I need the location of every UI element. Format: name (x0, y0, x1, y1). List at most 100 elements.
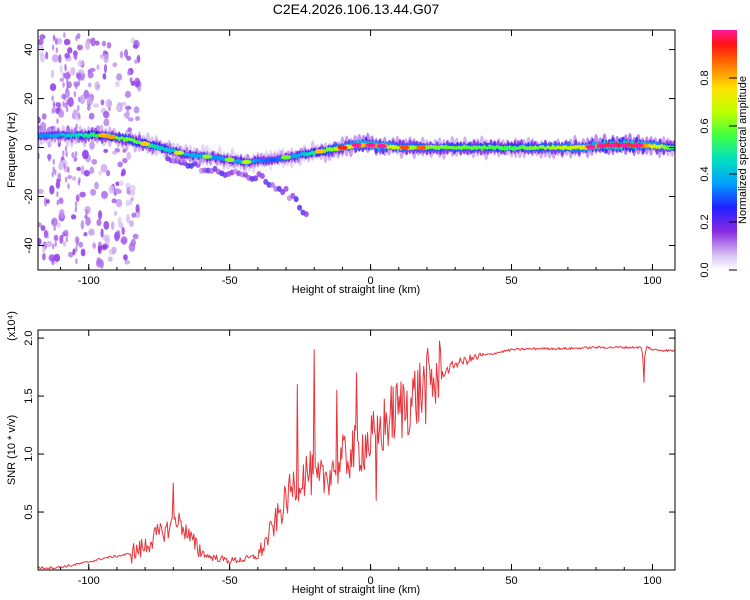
spectrogram-branch-blob (270, 182, 276, 189)
spectrogram-ridge-core (302, 151, 306, 157)
spectrogram-ridge-core (548, 146, 552, 151)
spectrogram-noise-blob (115, 198, 123, 208)
spectrogram-ridge-core (490, 145, 494, 150)
spectrogram-streak-blob (52, 102, 56, 109)
spectrogram-ridge-core (630, 143, 634, 149)
colorbar: 0.0 0.2 0.4 0.6 0.8 Normalized spectral ampl… (699, 30, 749, 278)
spectrogram-streak-blob (56, 191, 59, 198)
spectrogram-noise-blob (75, 194, 80, 202)
spectrogram-ridge-core (292, 153, 296, 159)
spectrogram-noise-blob (117, 216, 122, 227)
spectrogram-noise-blob (100, 163, 108, 173)
spectrogram-noise-blob (38, 38, 44, 46)
spectrogram-ridge-core (442, 145, 446, 150)
spectrogram-ridge-core (361, 142, 365, 148)
colorbar-tick-label: 0.2 (699, 214, 711, 229)
spectrogram-noise-blob (91, 158, 98, 165)
spectrogram-noise-blob (131, 212, 137, 218)
spectrogram-noise-blob (55, 180, 61, 189)
spectrogram-ridge-core (183, 152, 187, 156)
spectrogram-ridge-core (221, 156, 225, 161)
spectrogram-ridge-core (389, 144, 393, 149)
spectrogram-streak-blob (67, 70, 70, 77)
spectrogram-x-tick-label: -100 (78, 275, 100, 287)
spectrogram-ridge-core (508, 145, 512, 151)
spectrogram-noise-blob (70, 214, 77, 220)
spectrogram-noise-blob (124, 260, 131, 265)
spectrogram-streak-blob (66, 82, 69, 89)
spectrogram-noise-blob (112, 62, 118, 68)
spectrogram-ridge-core (120, 136, 124, 140)
snr-background (38, 330, 675, 570)
spectrogram-noise-blob (119, 51, 124, 59)
spectrogram-noise-blob (67, 47, 73, 54)
spectrogram-streak-blob (75, 258, 78, 265)
snr-x-tick-label: 100 (643, 575, 661, 587)
spectrogram-noise-blob (97, 245, 102, 254)
spectrogram-noise-blob (120, 172, 125, 177)
spectrogram-peak (173, 150, 184, 155)
spectrogram-noise-blob (81, 149, 89, 160)
spectrogram-streak-blob (52, 158, 55, 165)
spectrogram-streak-blob (65, 106, 69, 113)
spectrogram-streak-blob (76, 237, 79, 244)
spectrogram-ridge-core (84, 132, 88, 138)
spectrogram-ridge-core (655, 144, 659, 149)
spectrogram-ridge-core (554, 146, 557, 150)
spectrogram-noise-blob (116, 73, 123, 81)
spectrogram-noise-blob (84, 214, 88, 219)
spectrogram-noise-blob (86, 97, 93, 106)
spectrogram-noise-blob (118, 180, 124, 187)
spectrogram-noise-blob (108, 184, 115, 194)
spectrogram-streak-blob (77, 44, 80, 51)
spectrogram-noise-blob (67, 97, 74, 108)
spectrogram-ridge-core (89, 132, 93, 138)
spectrogram-streak-blob (67, 167, 70, 174)
spectrogram-noise-blob (53, 253, 61, 262)
spectrogram-branch-blob (280, 189, 286, 196)
spectrogram-ridge-core (196, 153, 200, 159)
spectrogram-ridge-core (264, 159, 268, 163)
spectrogram-ridge-core (132, 138, 136, 144)
spectrogram-noise-blob (125, 109, 130, 120)
spectrogram-noise-blob (98, 210, 103, 220)
spectrogram-noise-blob (111, 198, 117, 204)
spectrogram-noise-blob (100, 228, 104, 238)
spectrogram-noise-blob (90, 188, 97, 196)
spectrogram-ridge-core (521, 144, 524, 150)
spectrogram-noise-blob (68, 251, 74, 258)
spectrogram-marks (38, 32, 675, 269)
spectrogram-peak (416, 145, 427, 150)
spectrogram-peak (337, 145, 348, 150)
spectrogram-noise-blob (133, 106, 140, 114)
spectrogram-peak (281, 155, 292, 160)
spectrogram-noise-blob (114, 231, 118, 240)
spectrogram-streak-blob (66, 78, 69, 85)
spectrogram-ridge-core (277, 156, 281, 162)
spectrogram-noise-blob (104, 237, 111, 245)
spectrogram-ridge-core (394, 145, 398, 150)
spectrogram-noise-blob (94, 181, 99, 190)
spectrogram-noise-blob (126, 55, 132, 61)
spectrogram-noise-blob (121, 226, 125, 235)
spectrogram-noise-blob (84, 205, 91, 214)
spectrogram-ridge-core (77, 132, 81, 138)
spectrogram-ridge-core (127, 137, 131, 142)
spectrogram-streak-blob (52, 34, 56, 41)
spectrogram-ridge-core (46, 133, 50, 138)
spectrogram-ridge-core (503, 145, 507, 151)
spectrogram-streak-blob (73, 156, 77, 163)
spectrogram-noise-blob (122, 157, 128, 164)
spectrogram-streak-blob (66, 98, 69, 105)
spectrogram-noise-blob (38, 188, 44, 195)
spectrogram-noise-blob (99, 53, 104, 60)
spectrogram-noise-blob (45, 199, 50, 204)
spectrogram-noise-blob (117, 161, 123, 168)
spectrogram-ridge-core (198, 153, 202, 159)
spectrogram-ridge-core (150, 143, 154, 148)
spectrogram-noise-blob (58, 109, 65, 118)
spectrogram-streak-blob (78, 33, 81, 40)
spectrogram-noise-blob (92, 242, 97, 250)
spectrogram-peak (376, 143, 387, 149)
spectrogram-ridge-core (528, 145, 532, 151)
